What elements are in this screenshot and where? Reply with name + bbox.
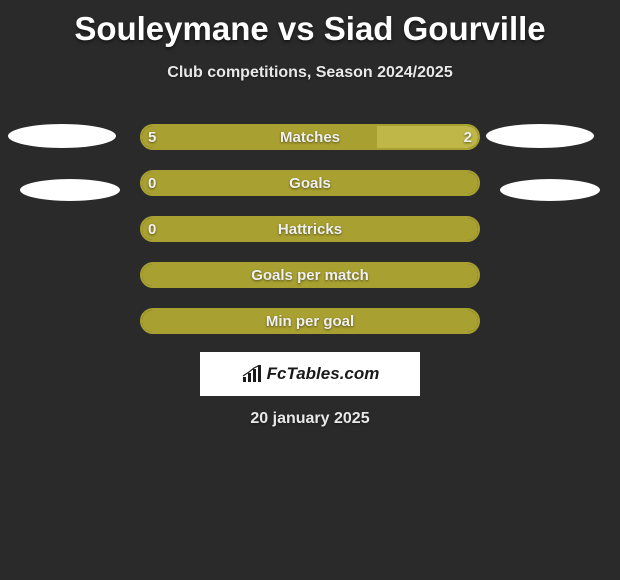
subtitle: Club competitions, Season 2024/2025 [0, 64, 620, 82]
placeholder-ellipse [486, 124, 594, 148]
placeholder-ellipse [500, 179, 600, 201]
bar-track [140, 124, 480, 150]
stat-value-left: 0 [148, 170, 156, 196]
date-line: 20 january 2025 [0, 410, 620, 428]
bar-track [140, 216, 480, 242]
bar-track [140, 262, 480, 288]
stat-row: Hattricks0 [0, 216, 620, 242]
bar-fill-left [142, 126, 377, 148]
bar-track [140, 170, 480, 196]
stats-rows: Matches52Goals0Hattricks0Goals per match… [0, 124, 620, 334]
placeholder-ellipse [8, 124, 116, 148]
logo-box: FcTables.com [200, 352, 420, 396]
stat-row: Goals per match [0, 262, 620, 288]
placeholder-ellipse [20, 179, 120, 201]
logo: FcTables.com [241, 364, 380, 384]
stat-value-left: 0 [148, 216, 156, 242]
stat-value-right: 2 [464, 124, 472, 150]
bar-fill-left [142, 264, 478, 286]
chart-icon [241, 365, 263, 383]
page-title: Souleymane vs Siad Gourville [0, 0, 620, 48]
logo-text: FcTables.com [267, 364, 380, 384]
bar-track [140, 308, 480, 334]
bar-fill-left [142, 218, 478, 240]
bar-fill-left [142, 310, 478, 332]
bar-fill-left [142, 172, 478, 194]
stat-row: Min per goal [0, 308, 620, 334]
stat-value-left: 5 [148, 124, 156, 150]
